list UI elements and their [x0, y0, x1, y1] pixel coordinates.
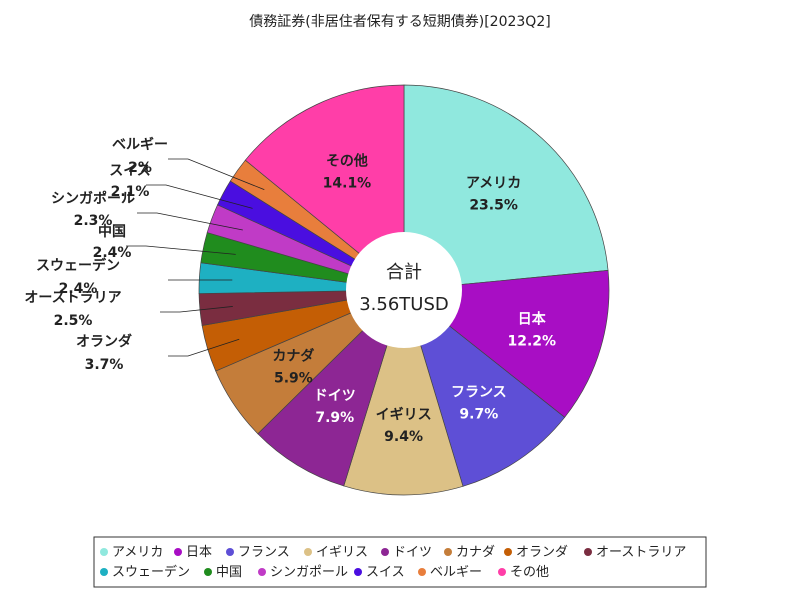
legend-label-その他: その他 [510, 565, 549, 580]
slice-name-イギリス: イギリス [376, 406, 432, 423]
slice-value-シンガポール: 2.3% [74, 213, 113, 229]
slice-value-ベルギー: 2% [128, 160, 152, 176]
legend-marker-イギリス [304, 548, 312, 556]
slice-value-日本: 12.2% [508, 334, 557, 350]
center-value: 3.56TUSD [359, 294, 449, 315]
legend-label-カナダ: カナダ [456, 545, 495, 560]
legend-label-アメリカ: アメリカ [112, 545, 163, 560]
center-hole [346, 232, 462, 348]
chart-title: 債務証券(非居住者保有する短期債券)[2023Q2] [249, 14, 550, 30]
legend-marker-中国 [204, 568, 212, 576]
legend-marker-日本 [174, 548, 182, 556]
slice-その他 [244, 84, 405, 291]
legend-label-日本: 日本 [186, 545, 212, 560]
slice-value-イギリス: 9.4% [384, 429, 423, 445]
leader-line-中国 [126, 245, 236, 255]
legend-marker-シンガポール [258, 568, 266, 576]
slice-name-ベルギー: ベルギー [112, 136, 168, 153]
slice-name-ドイツ: ドイツ [314, 388, 356, 404]
slice-value-オランダ: 3.7% [85, 357, 124, 373]
slice-ドイツ [257, 289, 405, 487]
legend-marker-オーストラリア [584, 548, 592, 556]
legend-marker-オランダ [504, 548, 512, 556]
leader-lines [126, 158, 265, 357]
legend-marker-スウェーデン [100, 568, 108, 576]
legend-label-スウェーデン: スウェーデン [112, 564, 190, 580]
slice-value-スイス: 2.1% [111, 184, 150, 200]
slice-name-日本: 日本 [518, 311, 547, 328]
legend-marker-その他 [498, 568, 506, 576]
legend-marker-ベルギー [418, 568, 426, 576]
leader-line-スイス [146, 184, 253, 209]
legend-label-オランダ: オランダ [516, 545, 568, 560]
slice-name-オランダ: オランダ [76, 333, 132, 350]
legend-label-フランス: フランス [238, 545, 290, 560]
legend-label-ドイツ: ドイツ [393, 545, 432, 560]
slice-value-ドイツ: 7.9% [315, 410, 354, 426]
center-label: 合計 [386, 262, 422, 283]
legend-label-シンガポール: シンガポール [270, 565, 348, 580]
slice-value-フランス: 9.7% [459, 406, 498, 422]
slice-value-その他: 14.1% [323, 176, 372, 192]
legend-label-オーストラリア: オーストラリア [596, 545, 686, 560]
slice-value-オーストラリア: 2.5% [54, 313, 93, 329]
legend-marker-スイス [354, 568, 362, 576]
legend-marker-アメリカ [100, 548, 108, 556]
slice-labels: アメリカ 23.5% 日本 12.2% フランス 9.7% イギリス 9.4% ドイツ 7.9% カ… [24, 136, 556, 445]
slice-name-オーストラリア: オーストラリア [24, 290, 121, 306]
legend-marker-ドイツ [381, 548, 389, 556]
slice-アメリカ [403, 84, 609, 291]
legend-label-スイス: スイス [366, 565, 405, 580]
leader-line-ベルギー [168, 158, 265, 191]
slice-name-フランス: フランス [451, 384, 507, 400]
slice-name-その他: その他 [326, 153, 368, 170]
slice-value-カナダ: 5.9% [274, 370, 313, 386]
slice-name-シンガポール: シンガポール [51, 190, 135, 207]
slice-イギリス [343, 288, 464, 496]
slice-name-スイス: スイス [109, 163, 151, 179]
legend-label-ベルギー: ベルギー [430, 565, 482, 580]
legend-marker-カナダ [444, 548, 452, 556]
slice-フランス [403, 289, 566, 487]
legend-label-中国: 中国 [216, 565, 242, 580]
slice-name-カナダ: カナダ [272, 347, 314, 364]
slice-name-アメリカ: アメリカ [466, 175, 521, 191]
slice-name-中国: 中国 [98, 223, 126, 240]
legend-box [93, 536, 707, 588]
slice-value-中国: 2.4% [93, 245, 132, 261]
leader-line-シンガポール [137, 212, 243, 231]
leader-line-オランダ [168, 338, 240, 357]
legend-marker-フランス [226, 548, 234, 556]
slice-value-アメリカ: 23.5% [469, 197, 518, 213]
leader-line-オーストラリア [160, 306, 233, 313]
legend-label-イギリス: イギリス [316, 545, 368, 560]
slice-name-スウェーデン: スウェーデン [36, 257, 120, 274]
slice-value-スウェーデン: 2.4% [59, 281, 98, 297]
